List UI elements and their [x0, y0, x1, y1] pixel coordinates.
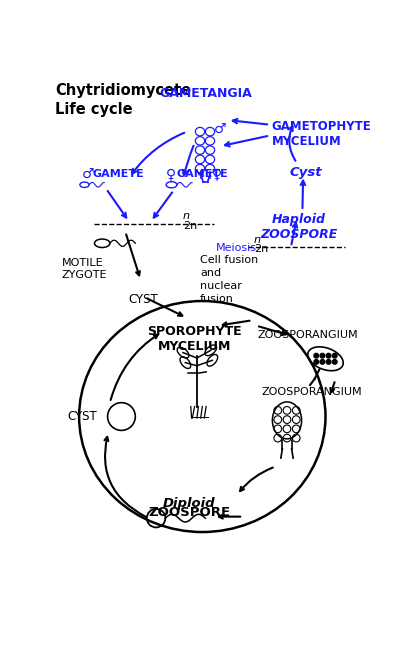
Text: ZOOSPORANGIUM: ZOOSPORANGIUM — [258, 330, 358, 340]
Text: GAMETE: GAMETE — [177, 169, 229, 179]
Circle shape — [326, 354, 331, 358]
Text: ♀: ♀ — [166, 167, 176, 181]
Text: GAMETE: GAMETE — [92, 169, 144, 179]
Text: ZOOSPORE: ZOOSPORE — [148, 506, 230, 519]
Text: ♂: ♂ — [214, 121, 226, 135]
Text: GAMETOPHYTE
MYCELIUM: GAMETOPHYTE MYCELIUM — [272, 120, 371, 148]
Text: SPOROPHYTE
MYCELIUM: SPOROPHYTE MYCELIUM — [147, 325, 242, 353]
Text: ZOOSPORANGIUM: ZOOSPORANGIUM — [262, 388, 362, 398]
Text: ♀: ♀ — [212, 167, 222, 181]
Circle shape — [314, 360, 319, 364]
Circle shape — [333, 354, 337, 358]
Text: GAMETANGIA: GAMETANGIA — [160, 87, 252, 100]
Text: Diploid: Diploid — [163, 497, 216, 510]
Circle shape — [314, 354, 319, 358]
Circle shape — [326, 360, 331, 364]
Text: MOTILE
ZYGOTE: MOTILE ZYGOTE — [61, 258, 107, 279]
Text: CYST: CYST — [67, 410, 97, 423]
Text: Meiosis: Meiosis — [216, 243, 257, 253]
Text: 2n: 2n — [254, 243, 268, 253]
Text: Chytridiomycete
Life cycle: Chytridiomycete Life cycle — [55, 83, 191, 117]
Text: Cell fusion
and
nuclear
fusion: Cell fusion and nuclear fusion — [200, 255, 258, 304]
Text: Cyst: Cyst — [290, 165, 323, 179]
Text: n: n — [254, 235, 261, 245]
Circle shape — [333, 360, 337, 364]
Text: CYST: CYST — [128, 293, 158, 306]
Text: n: n — [183, 211, 190, 221]
Text: ♂: ♂ — [81, 167, 94, 181]
Circle shape — [320, 360, 325, 364]
Text: 2n: 2n — [183, 221, 197, 231]
Circle shape — [320, 354, 325, 358]
Text: Haploid
ZOOSPORE: Haploid ZOOSPORE — [260, 213, 337, 241]
